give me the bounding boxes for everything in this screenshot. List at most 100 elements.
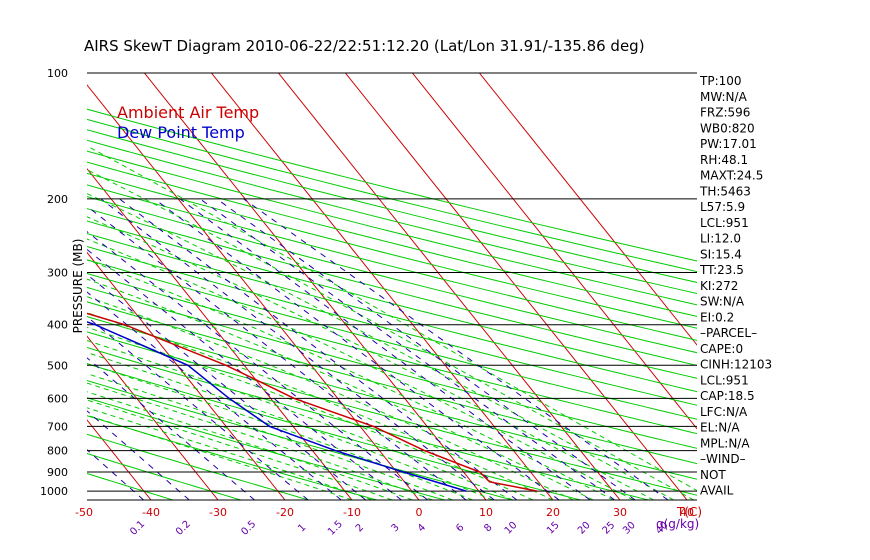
bottom-temp-tick-label: 20 (546, 506, 560, 519)
mixing-ratio-tick-label: 0.2 (174, 519, 193, 538)
ambient-air-temp-line (87, 312, 538, 492)
sounding-stat-label: MPL:N/A (700, 436, 750, 450)
dry-adiabat-line (87, 220, 697, 379)
sounding-stat-label: MW:N/A (700, 90, 748, 104)
mixing-ratio-tick-label: 25 (601, 520, 618, 537)
pressure-tick-label: 900 (47, 466, 68, 479)
sounding-stat-label: SW:N/A (700, 295, 745, 309)
sounding-stat-label: –WIND– (700, 452, 746, 466)
dew-point-temp-line (87, 321, 467, 492)
mixing-ratio-line (87, 357, 255, 500)
isotherm-line (479, 73, 697, 346)
dry-adiabat-line (87, 363, 581, 500)
mixing-ratio-tick-label: 8 (482, 522, 494, 534)
moist-adiabat-line (87, 312, 554, 500)
mixing-ratio-line (216, 198, 636, 500)
dry-adiabat-line (87, 415, 377, 500)
bottom-temp-tick-label: 10 (479, 506, 493, 519)
isotherm-line (87, 335, 219, 500)
bottom-temp-tick-label: -40 (142, 506, 160, 519)
sounding-stat-label: MAXT:24.5 (700, 169, 763, 183)
dry-adiabat-line (87, 452, 242, 500)
mixing-ratio-line (87, 205, 467, 500)
dry-adiabat-line (87, 259, 697, 420)
sounding-stat-label: TP:100 (699, 74, 742, 88)
dry-adiabat-line (87, 379, 513, 500)
mixing-ratio-line (119, 198, 518, 500)
dry-adiabat-line (87, 129, 697, 283)
mixing-ratio-line (87, 231, 428, 500)
isotherm-line (0, 73, 17, 500)
isotherm-line (144, 73, 487, 500)
mixing-ratio-tick-label: 3 (389, 522, 401, 534)
isotherm-line (345, 73, 688, 500)
sounding-stat-label: CAPE:0 (700, 342, 743, 356)
mixing-ratio-line (199, 198, 616, 500)
dry-adiabat-line (87, 347, 649, 500)
sounding-stat-label: LCL:951 (700, 373, 749, 387)
sounding-stat-label: AVAIL (700, 484, 734, 498)
dry-adiabat-line (87, 301, 697, 465)
bottom-temp-tick-label: 40 (680, 506, 694, 519)
dry-adiabat-line (87, 316, 697, 480)
dry-adiabat-line (87, 397, 445, 500)
mixing-ratio-line (179, 198, 591, 500)
pressure-tick-label: 1000 (40, 485, 68, 498)
mixing-ratio-tick-label: 4 (416, 522, 428, 534)
pressure-tick-label: 600 (47, 392, 68, 405)
mixing-ratio-line (243, 198, 669, 500)
mixing-ratio-line (87, 248, 402, 500)
dry-adiabat-line (87, 331, 697, 496)
mixing-ratio-line (87, 410, 190, 500)
moist-adiabat-line (87, 326, 534, 500)
mixing-ratio-tick-label: 10 (503, 520, 520, 537)
moist-adiabat-line (87, 278, 594, 500)
dry-adiabat-line (87, 286, 697, 449)
sounding-stat-label: EL:N/A (700, 421, 740, 435)
dry-adiabat-line (87, 150, 697, 306)
dry-adiabat-line (87, 208, 697, 366)
mixing-ratio-tick-label: 0.1 (128, 519, 147, 538)
mixing-ratio-tick-label: 6 (454, 522, 466, 534)
bottom-temp-tick-label: 30 (613, 506, 627, 519)
legend-ambient-air-temp: Ambient Air Temp (117, 103, 259, 122)
pressure-tick-label: 500 (47, 359, 68, 372)
bottom-temp-tick-label: -10 (343, 506, 361, 519)
pressure-tick-label: 700 (47, 420, 68, 433)
pressure-tick-label: 400 (47, 319, 68, 332)
bottom-temp-tick-label: 0 (416, 506, 423, 519)
moist-adiabat-line (87, 296, 574, 500)
bottom-temp-tick-label: -20 (276, 506, 294, 519)
mixing-ratio-tick-label: 15 (545, 520, 562, 537)
sounding-stat-label: KI:272 (700, 279, 738, 293)
sounding-stat-label: CINH:12103 (700, 358, 772, 372)
isotherm-line (278, 73, 621, 500)
bottom-temp-tick-label: -30 (209, 506, 227, 519)
moist-adiabat-line (87, 414, 353, 500)
sounding-stat-label: SI:15.4 (700, 247, 742, 261)
sounding-stat-label: –PARCEL– (700, 326, 757, 340)
dry-adiabat-line (87, 433, 309, 500)
dry-adiabat-line (87, 233, 697, 393)
dry-adiabat-line (87, 172, 697, 329)
pressure-tick-label: 100 (47, 67, 68, 80)
pressure-tick-label: 200 (47, 193, 68, 206)
bottom-temp-tick-label: -50 (75, 506, 93, 519)
bottom-axis-unit: T(C) (676, 505, 702, 519)
dry-adiabat-line (87, 272, 697, 435)
dry-adiabat-line (87, 139, 697, 295)
pressure-tick-label: 800 (47, 445, 68, 458)
y-axis-label: PRESSURE (MB) (71, 239, 85, 334)
legend-dew-point-temp: Dew Point Temp (117, 123, 245, 142)
sounding-stat-label: TH:5463 (699, 184, 751, 198)
dry-adiabat-line (87, 108, 697, 262)
dry-adiabat-line (87, 184, 697, 341)
dry-adiabat-line (87, 118, 697, 273)
sounding-stat-label: NOT (700, 468, 726, 482)
mixing-ratio-line (87, 449, 144, 500)
moist-adiabat-line (87, 363, 473, 500)
mixing-ratio-tick-label: 0.5 (239, 519, 258, 538)
mixing-ratio-line (100, 198, 495, 500)
sounding-stat-label: EI:0.2 (700, 310, 734, 324)
